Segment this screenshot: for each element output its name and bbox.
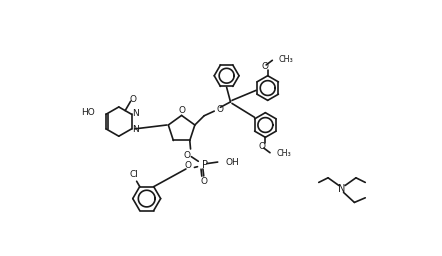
- Text: CH₃: CH₃: [278, 55, 293, 64]
- Text: O: O: [201, 177, 208, 186]
- Text: N: N: [338, 184, 346, 194]
- Text: Cl: Cl: [130, 170, 139, 179]
- Text: HO: HO: [81, 108, 95, 117]
- Text: O: O: [130, 95, 137, 104]
- Text: OH: OH: [225, 157, 239, 167]
- Text: O: O: [185, 161, 192, 170]
- Text: O: O: [216, 105, 223, 114]
- Text: O: O: [179, 105, 186, 114]
- Text: O: O: [259, 142, 266, 151]
- Text: O: O: [261, 62, 268, 71]
- Text: P: P: [202, 160, 208, 170]
- Text: N: N: [132, 125, 139, 134]
- Text: O: O: [184, 151, 191, 160]
- Text: CH₃: CH₃: [276, 149, 291, 158]
- Text: N: N: [132, 109, 139, 118]
